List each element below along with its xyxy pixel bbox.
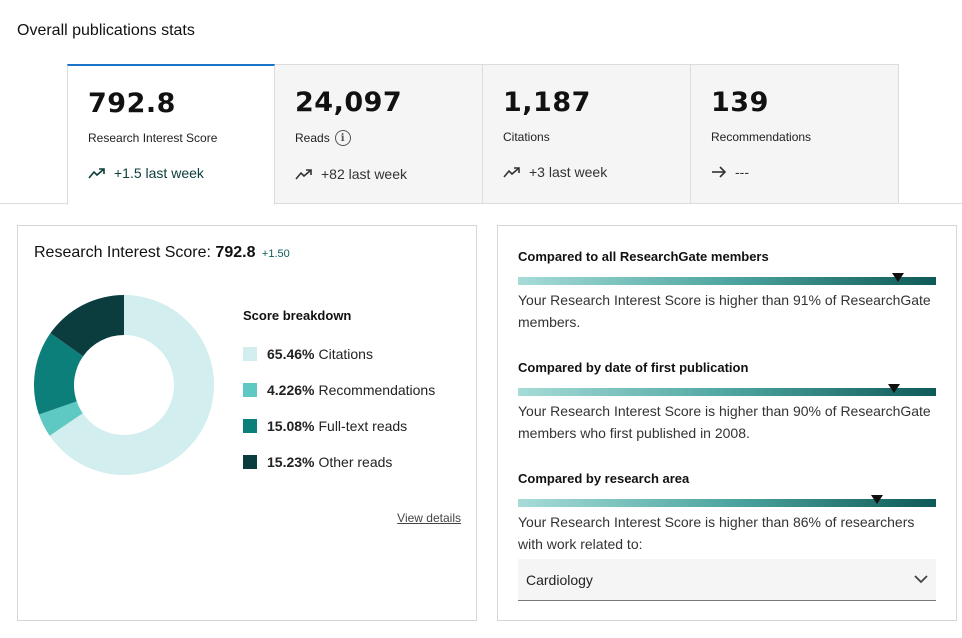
arrow-right-icon — [712, 166, 727, 178]
stat-value: 1,187 — [503, 87, 591, 118]
trend-up-icon — [503, 167, 520, 178]
score-breakdown: Score breakdown 65.46% Citations 4.226% … — [243, 308, 435, 480]
comparison-research-area: Compared by research area Your Research … — [518, 471, 936, 555]
research-area-value: Cardiology — [526, 571, 593, 588]
stats-tabs: 792.8 Research Interest Score +1.5 last … — [67, 64, 899, 205]
comparison-heading: Compared to all ResearchGate members — [518, 249, 769, 264]
comparison-heading: Compared by date of first publication — [518, 360, 749, 375]
score-breakdown-title: Score breakdown — [243, 308, 352, 323]
legend-item-recommendations: 4.226% Recommendations — [243, 372, 435, 408]
score-breakdown-panel: Research Interest Score: 792.8 +1.50 Sco… — [17, 225, 477, 621]
percentile-marker — [888, 384, 901, 393]
percentile-marker — [892, 273, 905, 282]
legend-swatch — [243, 383, 257, 397]
stat-label: Research Interest Score — [88, 131, 218, 145]
comparison-first-publication: Compared by date of first publication Yo… — [518, 360, 936, 444]
chevron-down-icon — [914, 575, 928, 584]
legend-item-other-reads: 15.23% Other reads — [243, 444, 435, 480]
tab-recommendations[interactable]: 139 Recommendations --- — [691, 64, 899, 204]
comparison-description: Your Research Interest Score is higher t… — [518, 403, 931, 441]
legend-swatch — [243, 347, 257, 361]
stat-label: Recommendations — [711, 130, 812, 144]
view-details-link[interactable]: View details — [397, 511, 461, 525]
trend-up-icon — [295, 169, 312, 180]
comparison-all-members: Compared to all ResearchGate members You… — [518, 249, 936, 333]
stat-value: 792.8 — [88, 88, 176, 119]
stat-trend: +82 last week — [295, 166, 462, 182]
comparison-description: Your Research Interest Score is higher t… — [518, 514, 915, 552]
stat-label: Citations — [503, 130, 550, 144]
score-panel-title: Research Interest Score: 792.8 +1.50 — [34, 244, 290, 261]
tabs-divider — [0, 203, 962, 204]
legend-item-citations: 65.46% Citations — [243, 336, 435, 372]
donut-slice-citations — [49, 295, 215, 475]
tab-reads[interactable]: 24,097 Reads i +82 last week — [275, 64, 483, 204]
page-title: Overall publications stats — [17, 22, 195, 39]
trend-up-icon — [88, 168, 105, 179]
donut-slice-other-reads — [50, 295, 125, 357]
percentile-marker — [871, 495, 884, 504]
stat-value: 24,097 — [295, 87, 403, 118]
comparisons-panel: Compared to all ResearchGate members You… — [497, 225, 957, 621]
stat-trend: +1.5 last week — [88, 165, 254, 181]
tab-citations[interactable]: 1,187 Citations +3 last week — [483, 64, 691, 204]
percentile-bar — [518, 273, 936, 285]
stat-trend: --- — [711, 164, 878, 180]
stat-trend: +3 last week — [503, 164, 670, 180]
donut-slice-full-text-reads — [33, 333, 84, 415]
tab-research-interest-score[interactable]: 792.8 Research Interest Score +1.5 last … — [67, 64, 275, 205]
comparison-description: Your Research Interest Score is higher t… — [518, 292, 931, 330]
stat-value: 139 — [711, 87, 769, 118]
stat-label: Reads i — [295, 130, 462, 146]
legend-item-full-text-reads: 15.08% Full-text reads — [243, 408, 435, 444]
percentile-bar — [518, 384, 936, 396]
comparison-heading: Compared by research area — [518, 471, 690, 486]
info-icon[interactable]: i — [334, 130, 351, 146]
donut-slice-recommendations — [38, 401, 83, 436]
percentile-bar — [518, 495, 936, 507]
legend-swatch — [243, 455, 257, 469]
research-area-select[interactable]: Cardiology — [518, 559, 936, 601]
score-donut-chart — [33, 295, 215, 475]
legend-swatch — [243, 419, 257, 433]
